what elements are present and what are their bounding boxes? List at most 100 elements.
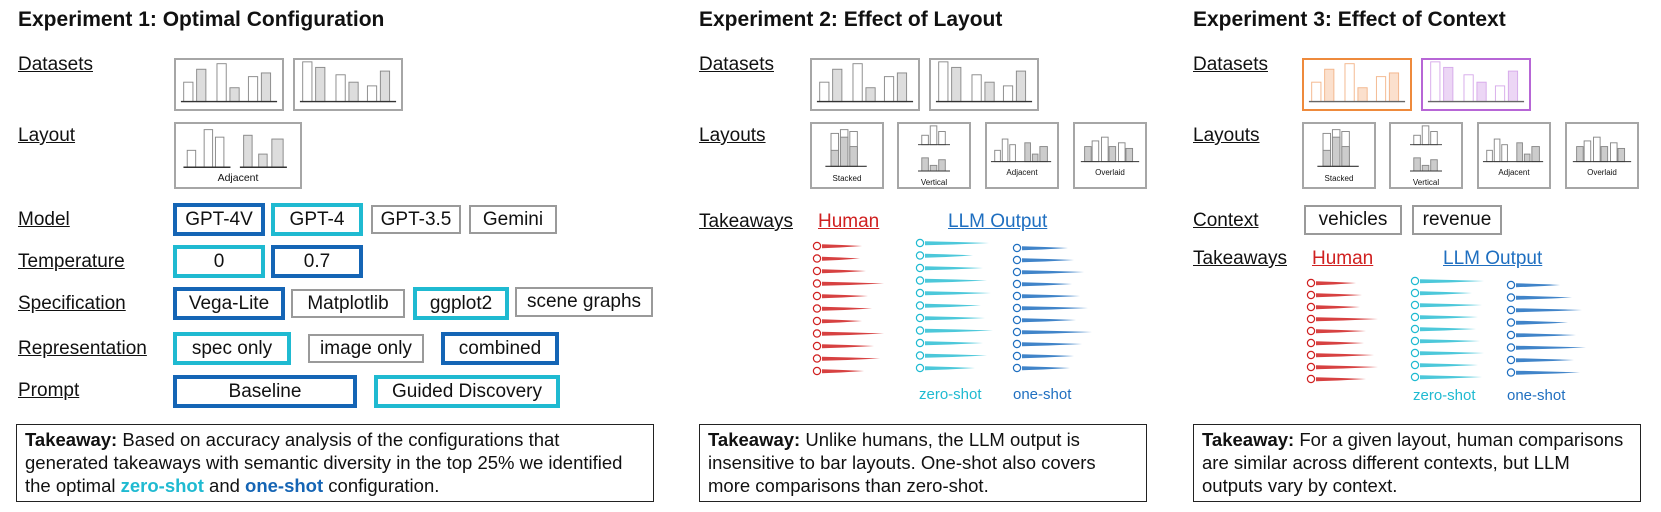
- takeaway-node-icon: [915, 326, 925, 335]
- takeaway-node-icon: [1306, 278, 1316, 288]
- exp3-layout-stacked: Stacked: [1302, 122, 1376, 189]
- representation-option-combined[interactable]: combined: [441, 332, 559, 365]
- exp3-human-heading: Human: [1312, 248, 1374, 269]
- takeaway-node-icon: [1410, 288, 1420, 298]
- takeaway-stroke: [1516, 345, 1586, 350]
- takeaway-node-icon: [1012, 303, 1022, 313]
- overlaid-layout-icon: [1080, 136, 1140, 163]
- takeaway-node-icon: [1012, 351, 1022, 361]
- exp3-one-shot-takeaways-stream: [1506, 280, 1586, 377]
- takeaway-node-icon: [915, 276, 925, 285]
- takeaway-stroke: [822, 344, 874, 349]
- takeaway-node-icon: [812, 304, 822, 313]
- takeaway-stroke: [925, 316, 985, 321]
- exp3-llm-heading: LLM Output: [1443, 248, 1543, 269]
- exp3-takeaway-box: Takeaway: For a given layout, human comp…: [1193, 424, 1641, 502]
- spec-option-scene-graphs[interactable]: scene graphs: [515, 287, 653, 317]
- spec-option-vega-lite[interactable]: Vega-Lite: [173, 287, 285, 320]
- takeaway-and: and: [203, 475, 246, 496]
- model-option-gemini[interactable]: Gemini: [469, 205, 557, 234]
- layout-caption: Overlaid: [1095, 168, 1125, 177]
- takeaway-stroke: [925, 366, 975, 371]
- takeaway-stroke: [1316, 305, 1360, 310]
- exp3-human-takeaways-stream: [1306, 278, 1378, 384]
- takeaway-node-icon: [1012, 291, 1022, 301]
- model-option-gpt4v[interactable]: GPT-4V: [173, 203, 265, 236]
- takeaway-node-icon: [1012, 243, 1022, 253]
- exp1-model-label: Model: [18, 209, 70, 230]
- takeaway-one-shot: one-shot: [245, 475, 324, 496]
- context-option-revenue[interactable]: revenue: [1412, 205, 1502, 235]
- takeaway-stroke: [1420, 279, 1484, 284]
- prompt-option-baseline[interactable]: Baseline: [173, 375, 357, 408]
- bar-chart-icon: [180, 63, 278, 103]
- prompt-option-guided-discovery[interactable]: Guided Discovery: [374, 375, 560, 408]
- takeaway-node-icon: [1410, 348, 1420, 358]
- exp3-layout-adjacent: Adjacent: [1477, 122, 1551, 189]
- takeaway-node-icon: [1306, 350, 1316, 360]
- takeaway-node-icon: [1306, 290, 1316, 300]
- takeaway-zero-shot: zero-shot: [120, 475, 204, 496]
- takeaway-stroke: [1420, 315, 1478, 320]
- model-option-gpt4[interactable]: GPT-4: [271, 203, 363, 236]
- exp1-prompt-label: Prompt: [18, 380, 80, 401]
- takeaway-stroke: [822, 319, 862, 324]
- exp2-datasets-label: Datasets: [699, 54, 774, 75]
- takeaway-node-icon: [915, 301, 925, 310]
- layout-caption: Adjacent: [1006, 168, 1038, 177]
- takeaway-stroke: [925, 266, 983, 271]
- takeaway-node-icon: [1012, 255, 1022, 265]
- spec-option-matplotlib[interactable]: Matplotlib: [291, 289, 405, 318]
- takeaway-node-icon: [1306, 338, 1316, 348]
- bar-chart-icon: [299, 61, 397, 103]
- takeaway-label: Takeaway:: [708, 429, 801, 450]
- exp2-layout-vertical: Vertical: [897, 122, 971, 189]
- takeaway-node-icon: [1506, 343, 1516, 352]
- exp3-layouts-label: Layouts: [1193, 125, 1260, 146]
- representation-option-image-only[interactable]: image only: [308, 334, 424, 363]
- takeaway-node-icon: [812, 341, 822, 351]
- overlaid-layout-icon: [1572, 136, 1632, 163]
- layout-caption: Stacked: [832, 174, 862, 183]
- takeaway-node-icon: [1506, 368, 1516, 377]
- takeaway-node-icon: [1506, 305, 1516, 315]
- vertical-layout-icon: [1410, 125, 1442, 172]
- temperature-option-0[interactable]: 0: [173, 245, 265, 278]
- exp2-layout-overlaid: Overlaid: [1073, 122, 1147, 189]
- exp1-specification-label: Specification: [18, 293, 126, 314]
- takeaway-stroke: [925, 353, 987, 358]
- adjacent-layout-icon: [1482, 138, 1544, 163]
- context-option-vehicles[interactable]: vehicles: [1304, 205, 1402, 235]
- model-option-gpt35[interactable]: GPT-3.5: [371, 205, 461, 234]
- layout-caption: Adjacent: [1498, 168, 1530, 177]
- adjacent-layout-icon: [990, 138, 1052, 163]
- layout-caption: Vertical: [920, 178, 948, 187]
- takeaway-node-icon: [915, 288, 925, 298]
- stacked-layout-icon: [1317, 129, 1359, 167]
- exp2-one-shot-takeaways-stream: [1012, 243, 1092, 373]
- takeaway-node-icon: [1306, 314, 1316, 324]
- takeaway-stroke: [1022, 294, 1080, 299]
- spec-option-ggplot2[interactable]: ggplot2: [413, 287, 509, 320]
- takeaway-node-icon: [1410, 324, 1420, 334]
- takeaway-node-icon: [812, 279, 822, 288]
- takeaway-text: For a given layout, human comparisons ar…: [1202, 429, 1624, 496]
- takeaway-stroke: [1316, 353, 1374, 358]
- exp1-dataset-thumb-2: [293, 58, 403, 111]
- takeaway-node-icon: [1506, 318, 1516, 327]
- takeaway-stroke: [1022, 366, 1070, 371]
- exp3-dataset-thumb-purple: [1421, 58, 1531, 111]
- takeaway-node-icon: [812, 241, 822, 251]
- representation-option-spec-only[interactable]: spec only: [173, 332, 291, 365]
- takeaway-stroke: [925, 278, 987, 283]
- takeaway-node-icon: [915, 338, 925, 348]
- exp2-zero-shot-caption: zero-shot: [919, 386, 982, 403]
- exp2-one-shot-caption: one-shot: [1013, 386, 1072, 403]
- takeaway-stroke: [1022, 342, 1082, 347]
- takeaway-stroke: [1022, 354, 1074, 359]
- takeaway-stroke: [822, 356, 880, 361]
- exp1-layout-thumb-adjacent: Adjacent: [174, 122, 302, 189]
- temperature-option-07[interactable]: 0.7: [271, 245, 363, 278]
- takeaway-node-icon: [1410, 372, 1420, 382]
- takeaway-stroke: [1022, 282, 1072, 287]
